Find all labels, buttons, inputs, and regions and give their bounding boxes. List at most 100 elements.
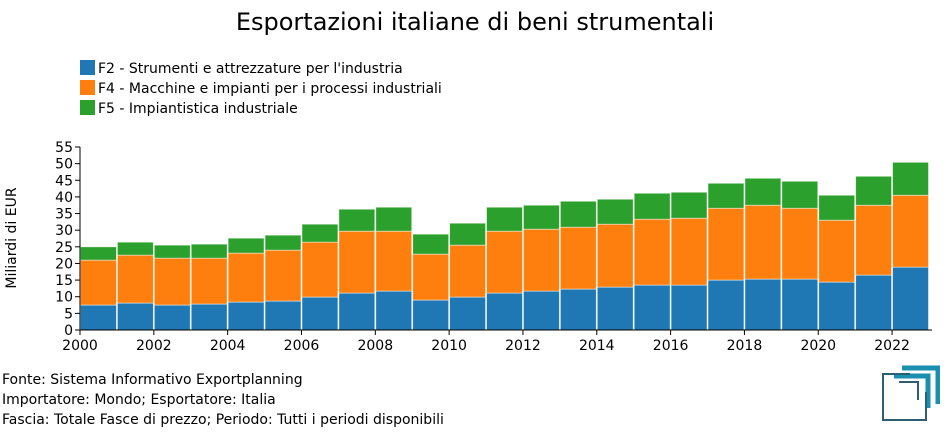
bar-segment [818,194,856,221]
y-tick-label: 35 [55,207,73,223]
x-tick-label: 2016 [653,338,689,354]
bar-segment [781,207,819,280]
bar-segment [596,223,634,288]
bar-segment [892,266,929,331]
bar-segment [190,243,228,259]
bar-segment [117,241,154,256]
y-tick-label: 50 [55,157,73,173]
x-tick-label: 2010 [431,338,467,354]
x-tick-label: 2012 [505,338,541,354]
bar-segment [117,254,154,304]
bar-segment [449,244,486,298]
bar-segment [670,191,708,219]
bar-segment [117,302,154,331]
bar-segment [744,204,782,280]
x-tick-label: 2022 [874,338,910,354]
bar-segment [486,206,523,232]
legend-swatch [80,80,95,95]
y-axis-label: Miliardi di EUR [4,187,20,288]
bar-segment [190,303,228,331]
bar-segment [375,290,413,331]
y-tick-label: 55 [55,140,73,156]
bar-segment [153,304,191,331]
bar-segment [264,249,302,302]
footer-band: Fascia: Totale Fasce di prezzo; Periodo:… [2,412,444,428]
footer-importer: Importatore: Mondo; Esportatore: Italia [2,392,276,408]
bar-segment [559,200,597,228]
bar-segment [818,219,856,283]
bar-segment [633,284,671,331]
y-tick-label: 45 [55,173,73,189]
bar-segment [855,204,892,276]
bar-segment [449,222,486,246]
stacked-bar-chart: Esportazioni italiane di beni strumental… [4,8,932,354]
x-tick-label: 2018 [727,338,763,354]
bar-segment [375,230,413,292]
bar-segment [670,284,708,331]
x-tick-label: 2014 [579,338,615,354]
bar-segment [596,198,634,225]
bar-segment [301,241,339,298]
legend-swatch [80,100,95,115]
bar-segment [523,228,560,292]
bar-segment [744,278,782,331]
bar-segment [818,281,856,331]
bar-segment [781,278,819,331]
bar-segment [707,279,745,331]
y-tick-label: 25 [55,240,73,256]
bar-segment [190,257,228,305]
bar-segment [227,252,265,303]
bar-segment [449,296,486,331]
bar-segment [559,226,597,290]
bar-segment [412,299,450,331]
y-tick-label: 30 [55,223,73,239]
bar-segment [707,182,745,209]
bar-segment [80,304,117,331]
bar-segment [153,257,191,306]
bars [80,161,929,331]
bar-segment [80,246,117,261]
x-tick-label: 2020 [800,338,836,354]
legend-label: F4 - Macchine e impianti per i processi … [98,81,442,97]
y-tick-label: 15 [55,273,73,289]
bar-segment [227,301,265,331]
bar-segment [855,274,892,331]
bar-segment [892,161,929,196]
exportplanning-logo-icon [882,365,940,421]
y-tick-label: 5 [64,306,73,322]
bar-segment [375,206,413,232]
bar-segment [153,244,191,259]
legend-label: F2 - Strumenti e attrezzature per l'indu… [98,61,403,77]
bar-segment [412,233,450,255]
bar-segment [596,286,634,331]
bar-segment [523,290,560,331]
bar-segment [633,192,671,220]
bar-segment [892,194,929,268]
legend: F2 - Strumenti e attrezzature per l'indu… [80,60,442,117]
bar-segment [633,218,671,286]
bar-segment [227,237,265,254]
bar-segment [559,288,597,331]
bar-segment [80,259,117,306]
bar-segment [523,204,560,230]
x-tick-label: 2002 [136,338,172,354]
bar-segment [338,292,376,331]
bar-segment [338,230,376,294]
chart-title: Esportazioni italiane di beni strumental… [236,8,714,36]
bar-segment [301,296,339,331]
y-tick-label: 0 [64,323,73,339]
bar-segment [301,223,339,243]
bar-segment [338,208,376,232]
bar-segment [707,207,745,281]
bar-segment [264,300,302,331]
bar-segment [781,180,819,209]
y-tick-label: 40 [55,190,73,206]
y-tick-label: 10 [55,290,73,306]
bar-segment [486,230,523,294]
bar-segment [744,177,782,206]
legend-swatch [80,60,95,75]
bar-segment [412,253,450,301]
x-tick-label: 2004 [210,338,246,354]
